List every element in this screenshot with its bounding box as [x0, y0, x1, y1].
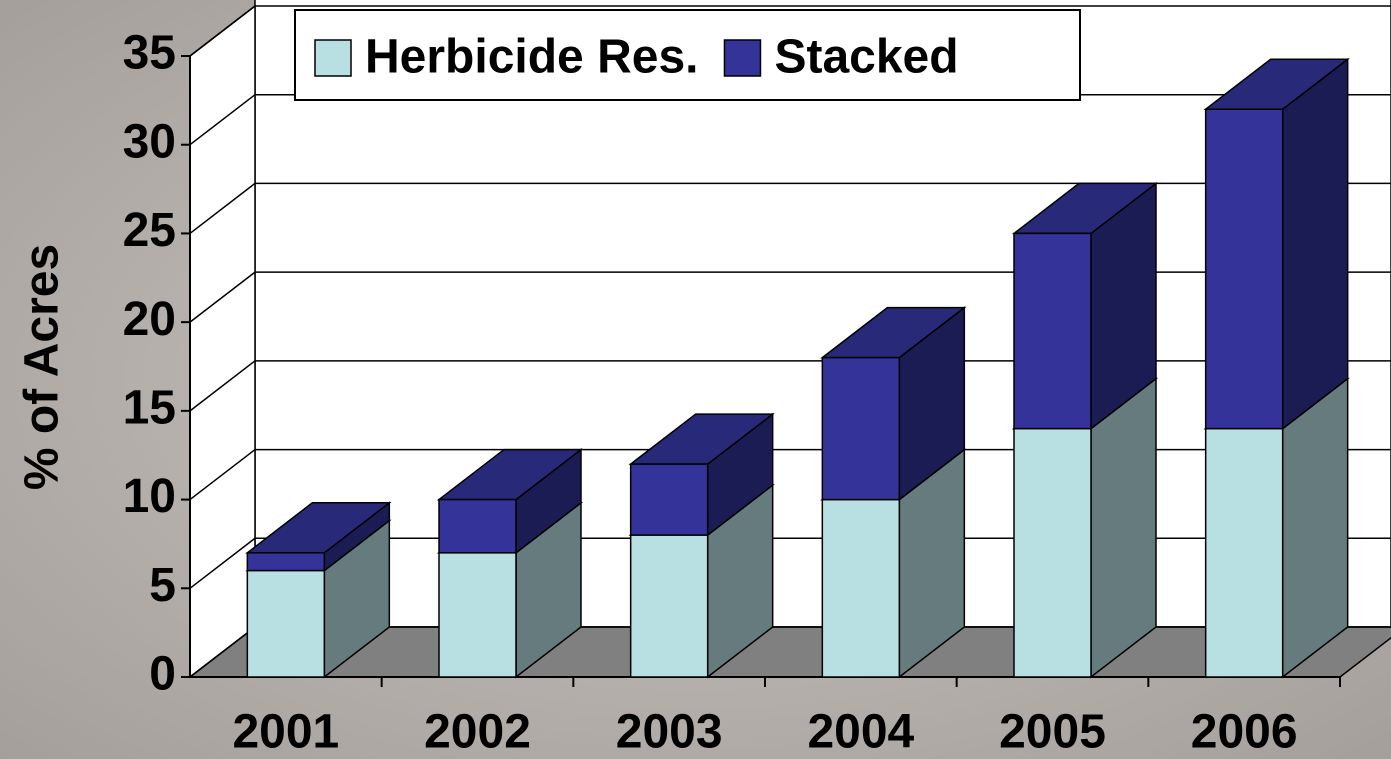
side-wall	[190, 6, 255, 677]
chart: 0 5 10 15 20 25 30 35 2001 2002 2003 2004 2005 2006 %…	[0, 0, 1391, 759]
bar-side	[1283, 379, 1348, 677]
bar-side	[1283, 59, 1348, 428]
bar-front	[822, 358, 899, 500]
bar-front	[247, 553, 324, 571]
legend-label: Stacked	[774, 31, 958, 84]
plot-area: 0 5 10 15 20 25 30 35 2001 2002 2003 2004 2005 2006	[123, 0, 1391, 759]
bar-front	[1014, 429, 1091, 677]
legend-swatch	[315, 40, 351, 76]
legend-label: Herbicide Res.	[365, 31, 698, 84]
y-tick-label: 5	[149, 559, 176, 612]
bar-front	[1206, 109, 1283, 428]
y-axis-title: % of Acres	[16, 244, 69, 490]
bar-side	[1091, 379, 1156, 677]
x-tick-label: 2006	[1191, 706, 1298, 759]
x-tick-label: 2002	[424, 706, 531, 759]
bar-segment	[1014, 183, 1156, 428]
bar-segment	[1206, 59, 1348, 428]
bar-front	[822, 500, 899, 677]
y-tick-label: 0	[149, 648, 176, 701]
bar-front	[1206, 429, 1283, 677]
x-tick-label: 2003	[616, 706, 723, 759]
y-tick-label: 30	[123, 115, 176, 168]
bar-front	[631, 535, 708, 677]
y-tick-label: 10	[123, 470, 176, 523]
bar-front	[439, 500, 516, 553]
x-tick-label: 2005	[999, 706, 1106, 759]
x-tick-label: 2001	[232, 706, 339, 759]
bar-front	[247, 571, 324, 677]
x-tick-label: 2004	[807, 706, 914, 759]
bar-front	[439, 553, 516, 677]
legend-swatch	[724, 40, 760, 76]
page: {"chart_data": {"type": "bar3d-stacked",…	[0, 0, 1391, 759]
y-tick-label: 15	[123, 382, 176, 435]
bar-front	[1014, 233, 1091, 428]
y-tick-label: 25	[123, 204, 176, 257]
y-tick-label: 20	[123, 293, 176, 346]
bar-front	[631, 464, 708, 535]
y-tick-label: 35	[123, 27, 176, 80]
legend: Herbicide Res. Stacked	[295, 10, 1080, 100]
